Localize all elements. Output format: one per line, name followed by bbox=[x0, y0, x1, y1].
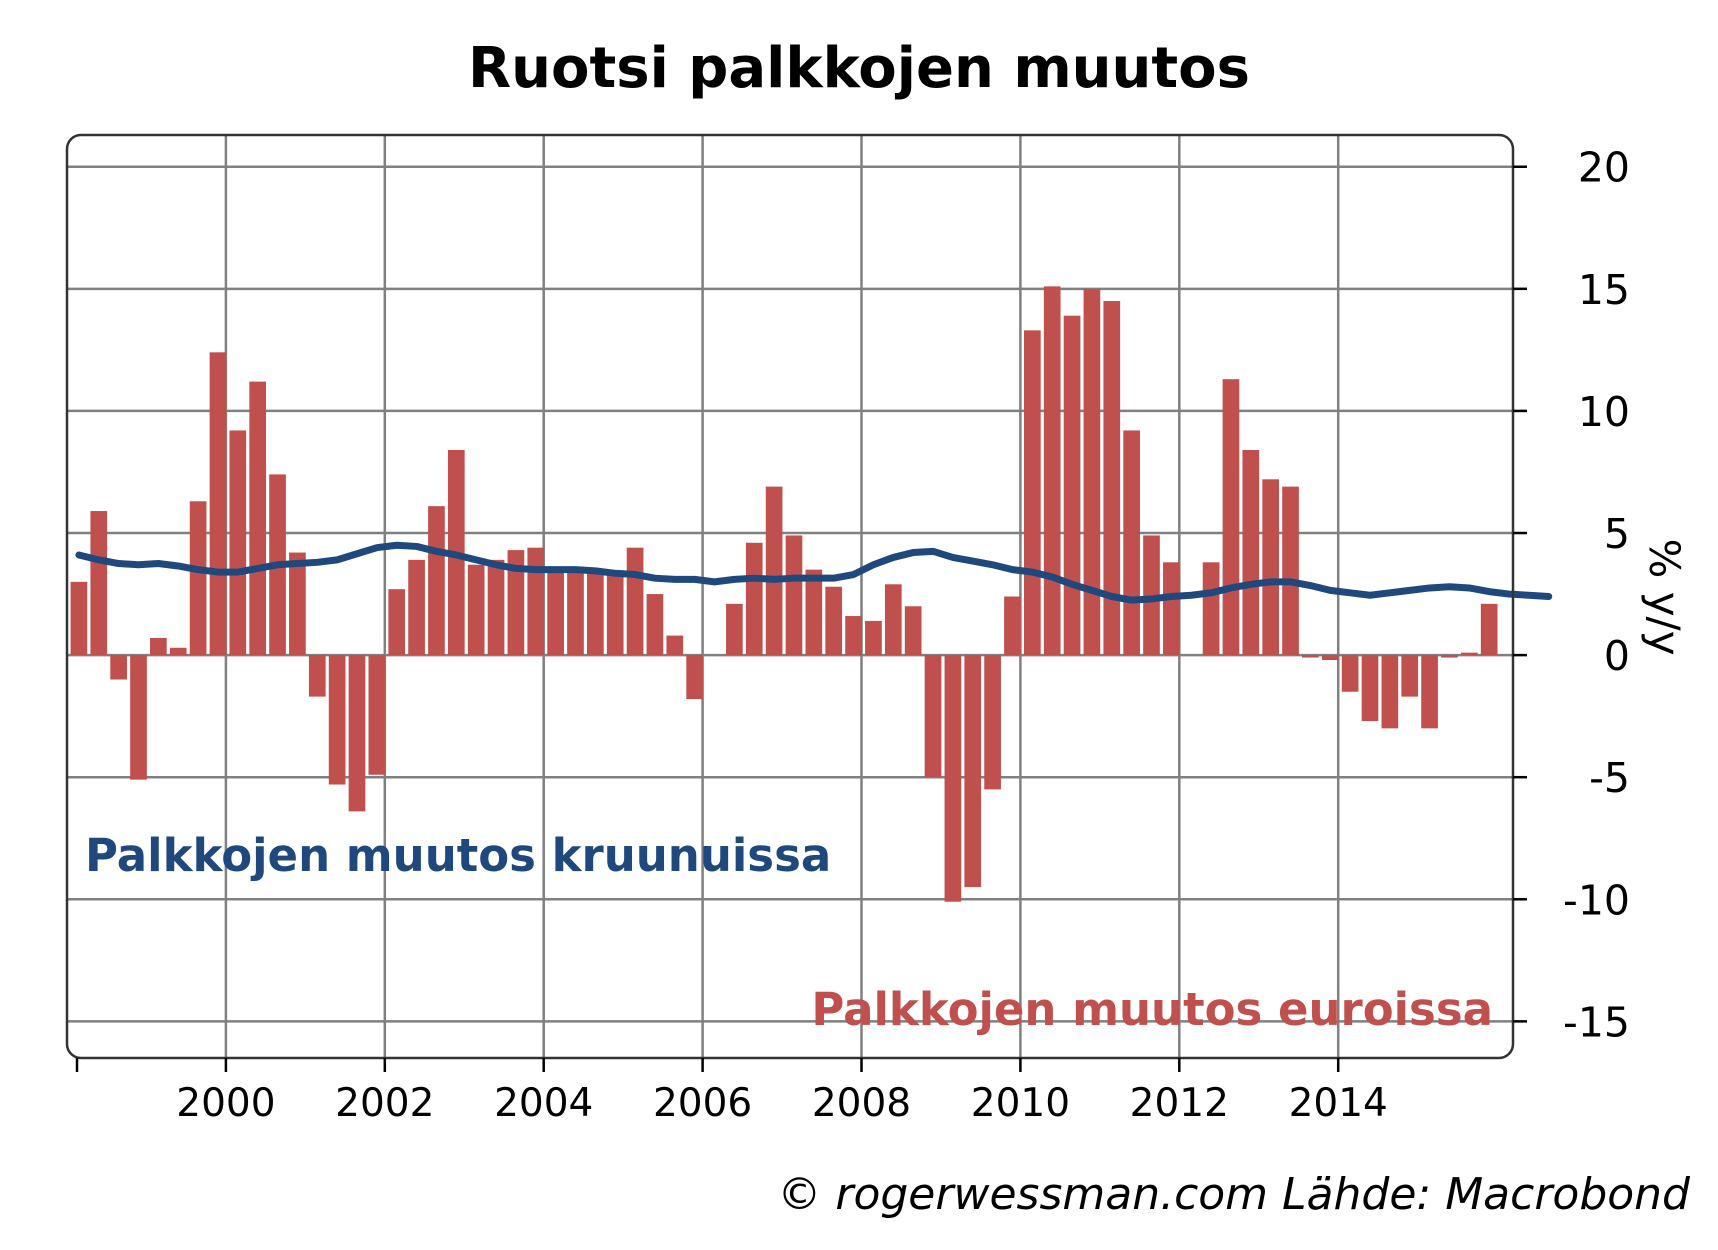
y-tick-label: 20 bbox=[1578, 144, 1630, 192]
bar bbox=[666, 635, 684, 656]
bar bbox=[1063, 315, 1081, 656]
bar bbox=[90, 511, 108, 656]
bar bbox=[825, 586, 843, 656]
bar bbox=[150, 638, 167, 656]
bar bbox=[169, 647, 187, 656]
y-axis: 20 15 10 5 0 -5 -10 -15 bbox=[1513, 144, 1630, 1046]
bar bbox=[289, 552, 306, 656]
source-credit: © rogerwessman.com Lähde: Macrobond bbox=[777, 1169, 1691, 1220]
line-series-kruunuissa bbox=[75, 541, 1553, 604]
x-tick-label: 2012 bbox=[1130, 1081, 1229, 1126]
bar bbox=[388, 589, 406, 656]
bar bbox=[110, 655, 127, 680]
y-tick-label: -15 bbox=[1563, 998, 1630, 1046]
bar bbox=[1004, 596, 1021, 656]
y-tick-label: -5 bbox=[1589, 754, 1630, 802]
annotation-kruunuissa: Palkkojen muutos kruunuissa bbox=[85, 829, 831, 882]
x-tick-label: 2014 bbox=[1289, 1081, 1388, 1126]
bar bbox=[1302, 655, 1319, 658]
bar bbox=[130, 655, 147, 780]
bar bbox=[686, 655, 704, 700]
bar bbox=[428, 506, 445, 656]
x-tick-label: 2008 bbox=[812, 1081, 911, 1126]
x-tick-label: 2004 bbox=[494, 1081, 593, 1126]
annotation-euroissa: Palkkojen muutos euroissa bbox=[811, 983, 1493, 1036]
bar bbox=[328, 655, 346, 785]
bar bbox=[805, 569, 823, 656]
bar bbox=[507, 550, 525, 656]
bar bbox=[1163, 562, 1180, 656]
bar-series-euroissa bbox=[70, 286, 1498, 902]
bar bbox=[587, 572, 604, 656]
bar bbox=[1421, 655, 1438, 729]
bar bbox=[1381, 655, 1399, 729]
bar bbox=[964, 655, 982, 888]
chart-title: Ruotsi palkkojen muutos bbox=[468, 36, 1250, 101]
bar bbox=[865, 620, 882, 656]
bar bbox=[745, 542, 763, 656]
bar bbox=[1441, 655, 1458, 658]
bar bbox=[646, 594, 664, 656]
plot-frame bbox=[65, 133, 1515, 1060]
y-tick-label: 10 bbox=[1578, 388, 1630, 436]
x-tick-label: 2010 bbox=[971, 1081, 1070, 1126]
bar bbox=[249, 381, 267, 656]
bar bbox=[547, 567, 564, 656]
bar bbox=[944, 655, 962, 902]
y-tick-label: 0 bbox=[1604, 632, 1630, 680]
bar bbox=[467, 564, 485, 656]
bar bbox=[1480, 603, 1498, 656]
bar bbox=[1460, 652, 1478, 656]
bar bbox=[308, 655, 326, 697]
bar bbox=[487, 559, 505, 656]
bar bbox=[1222, 379, 1240, 656]
bar bbox=[567, 569, 584, 656]
bar bbox=[1361, 655, 1379, 722]
bar bbox=[1321, 655, 1339, 660]
bar bbox=[209, 352, 227, 656]
bar bbox=[189, 501, 207, 656]
bar bbox=[1023, 330, 1041, 656]
bar bbox=[726, 603, 743, 656]
bar bbox=[527, 547, 545, 656]
bar bbox=[606, 574, 624, 656]
bar bbox=[1043, 286, 1061, 656]
bar bbox=[1242, 449, 1260, 656]
bar bbox=[1202, 562, 1220, 656]
bar bbox=[1103, 301, 1121, 656]
y-tick-label: 15 bbox=[1578, 266, 1630, 314]
bar bbox=[408, 559, 425, 656]
bar bbox=[785, 535, 803, 656]
bar bbox=[1341, 655, 1359, 692]
bar bbox=[1143, 535, 1160, 656]
bar bbox=[1262, 479, 1280, 656]
x-tick-label: 2002 bbox=[335, 1081, 434, 1126]
bar bbox=[368, 655, 386, 775]
bar bbox=[904, 606, 922, 656]
bar bbox=[1282, 486, 1299, 656]
y-tick-label: 5 bbox=[1604, 510, 1630, 558]
y-tick-label: -10 bbox=[1563, 876, 1630, 924]
bar bbox=[924, 655, 942, 778]
bar bbox=[845, 616, 862, 656]
x-axis: 2000 2002 2004 2006 2008 2010 2012 2014 bbox=[75, 1058, 1388, 1126]
bar bbox=[348, 655, 366, 812]
bar bbox=[70, 581, 88, 656]
x-tick-label: 2006 bbox=[653, 1081, 752, 1126]
bar bbox=[1123, 430, 1140, 656]
bar bbox=[1083, 288, 1101, 656]
bar bbox=[765, 486, 783, 656]
x-tick-label: 2000 bbox=[176, 1081, 275, 1126]
y-axis-label: % y/y bbox=[1640, 538, 1689, 655]
bar bbox=[984, 655, 1001, 790]
bar bbox=[229, 430, 247, 656]
bar bbox=[1401, 655, 1419, 697]
bar bbox=[884, 584, 902, 656]
bar bbox=[626, 547, 644, 656]
